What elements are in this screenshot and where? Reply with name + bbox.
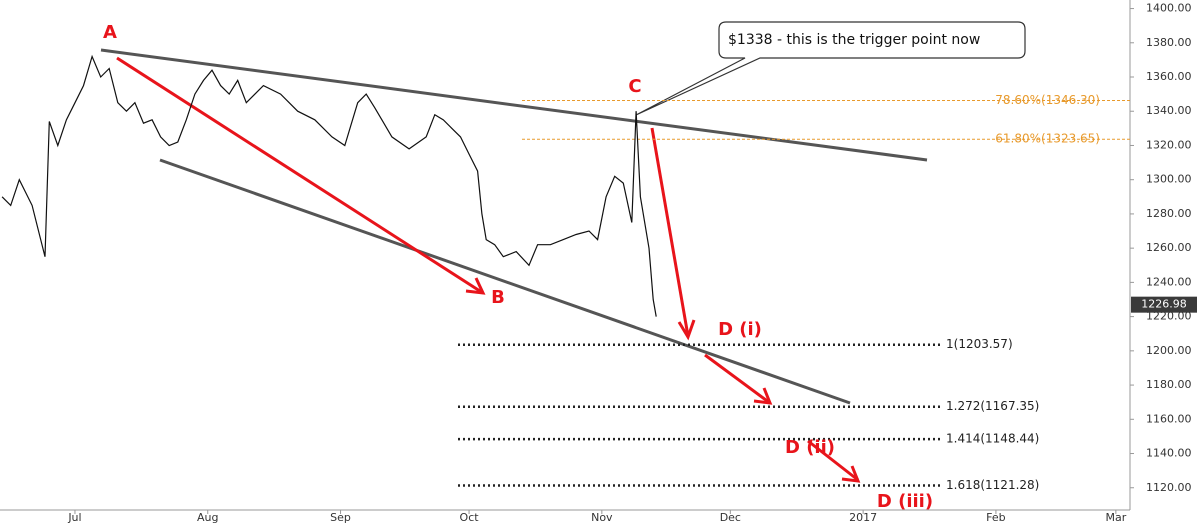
y-tick-label: 1320.00 xyxy=(1146,138,1192,151)
y-tick-label: 1400.00 xyxy=(1146,2,1192,15)
callout: $1338 - this is the trigger point now xyxy=(635,21,1026,116)
wave-label: D (i) xyxy=(718,319,762,340)
trendline xyxy=(100,48,928,162)
fib-label: 1(1203.57) xyxy=(946,337,1013,351)
y-tick-label: 1340.00 xyxy=(1146,104,1192,117)
y-tick-label: 1240.00 xyxy=(1146,275,1192,288)
last-price-label: 1226.98 xyxy=(1141,298,1187,311)
y-tick-label: 1200.00 xyxy=(1146,344,1192,357)
trendline xyxy=(159,158,851,405)
arrows xyxy=(116,56,861,483)
last-price-box xyxy=(1131,296,1197,313)
fib-label: 1.272(1167.35) xyxy=(946,399,1039,413)
x-tick-label: Mar xyxy=(1105,511,1126,523)
y-tick-label: 1280.00 xyxy=(1146,207,1192,220)
wave-label: D (iii) xyxy=(877,491,933,512)
y-tick-label: 1220.00 xyxy=(1146,310,1192,323)
annotations xyxy=(100,48,928,483)
wave-label: D (ii) xyxy=(785,437,835,458)
y-tick-label: 1120.00 xyxy=(1146,481,1192,494)
x-tick-label: Feb xyxy=(986,511,1005,523)
y-tick-label: 1180.00 xyxy=(1146,378,1192,391)
x-tick-label: Sep xyxy=(330,511,351,523)
wave-label: B xyxy=(491,287,505,308)
y-tick-label: 1140.00 xyxy=(1146,447,1192,460)
wave-label: C xyxy=(628,76,641,97)
x-tick-label: Aug xyxy=(197,511,218,523)
y-tick-label: 1380.00 xyxy=(1146,36,1192,49)
y-tick-label: 1360.00 xyxy=(1146,70,1192,83)
y-tick-label: 1300.00 xyxy=(1146,173,1192,186)
x-tick-label: Nov xyxy=(591,511,613,523)
y-tick-label: 1260.00 xyxy=(1146,241,1192,254)
callout-text: $1338 - this is the trigger point now xyxy=(728,32,980,48)
x-tick-label: 2017 xyxy=(849,511,877,523)
x-tick-label: Jul xyxy=(67,511,81,523)
fib-label: 61.80%(1323.65) xyxy=(995,132,1100,146)
y-tick-label: 1160.00 xyxy=(1146,412,1192,425)
fib-label: 1.414(1148.44) xyxy=(946,432,1039,446)
fib-label: 1.618(1121.28) xyxy=(946,478,1039,492)
fib-label: 78.60%(1346.30) xyxy=(995,93,1100,107)
x-tick-label: Dec xyxy=(720,511,741,523)
price-line xyxy=(1,54,657,317)
x-tick-label: Oct xyxy=(460,511,480,523)
wave-label: A xyxy=(103,22,117,43)
